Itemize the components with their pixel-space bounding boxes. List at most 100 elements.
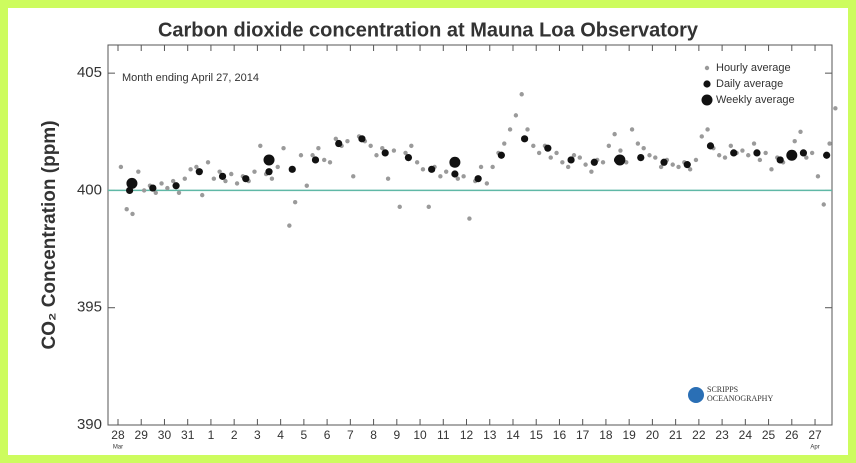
point bbox=[304, 183, 309, 188]
point bbox=[194, 164, 199, 170]
x-tick-label: 15 bbox=[530, 428, 544, 442]
point bbox=[316, 146, 321, 151]
point bbox=[821, 202, 826, 207]
point bbox=[536, 150, 542, 156]
point bbox=[188, 167, 193, 172]
point bbox=[809, 150, 815, 156]
point bbox=[740, 148, 745, 153]
point bbox=[269, 176, 275, 181]
point bbox=[590, 158, 598, 166]
x-tick-label: 18 bbox=[599, 428, 613, 442]
point bbox=[428, 165, 436, 173]
point bbox=[560, 160, 565, 165]
point bbox=[728, 143, 734, 149]
point bbox=[583, 162, 588, 167]
point bbox=[730, 149, 738, 157]
point bbox=[176, 190, 182, 195]
x-tick-label: 28 bbox=[111, 428, 125, 442]
point bbox=[195, 168, 203, 176]
point bbox=[706, 142, 715, 150]
point bbox=[172, 182, 180, 190]
point bbox=[217, 169, 222, 174]
point bbox=[554, 150, 559, 156]
logo-text: OCEANOGRAPHY bbox=[707, 394, 773, 403]
point bbox=[252, 169, 257, 174]
x-tick-label: 12 bbox=[460, 428, 474, 442]
x-tick-label: 20 bbox=[646, 428, 660, 442]
point bbox=[676, 164, 681, 170]
point bbox=[815, 174, 821, 179]
point bbox=[799, 149, 808, 157]
point bbox=[153, 190, 158, 195]
point bbox=[716, 153, 722, 158]
point bbox=[118, 164, 124, 170]
point bbox=[205, 160, 211, 165]
point bbox=[141, 188, 147, 193]
point bbox=[368, 143, 373, 149]
point bbox=[635, 141, 641, 146]
legend-label: Hourly average bbox=[716, 62, 791, 74]
y-tick-label: 395 bbox=[77, 299, 102, 316]
point bbox=[502, 141, 507, 146]
point bbox=[381, 149, 389, 157]
point bbox=[265, 168, 273, 176]
point bbox=[298, 153, 304, 158]
point bbox=[769, 167, 774, 172]
point bbox=[130, 211, 135, 217]
point bbox=[292, 199, 298, 205]
point bbox=[287, 223, 292, 228]
point bbox=[159, 181, 164, 186]
point bbox=[242, 175, 250, 183]
point bbox=[474, 175, 482, 183]
point bbox=[322, 157, 327, 163]
logo-text: SCRIPPS bbox=[707, 385, 738, 394]
legend-marker bbox=[701, 94, 713, 106]
point bbox=[449, 156, 461, 168]
point bbox=[124, 206, 129, 212]
point bbox=[521, 135, 529, 143]
point bbox=[478, 164, 484, 170]
x-tick-label: 1 bbox=[208, 428, 215, 442]
point bbox=[751, 141, 757, 146]
legend-label: Daily average bbox=[716, 78, 783, 90]
point bbox=[693, 157, 699, 163]
point bbox=[544, 144, 552, 152]
point bbox=[443, 169, 449, 174]
point bbox=[136, 169, 141, 174]
x-tick-label: 29 bbox=[135, 428, 149, 442]
point bbox=[722, 155, 728, 160]
x-tick-label: 5 bbox=[301, 428, 308, 442]
x-tick-label: 17 bbox=[576, 428, 590, 442]
point bbox=[618, 148, 623, 153]
point bbox=[275, 164, 280, 170]
logo-icon bbox=[688, 387, 704, 403]
point bbox=[660, 158, 668, 166]
x-tick-label: 2 bbox=[231, 428, 238, 442]
point bbox=[484, 181, 490, 186]
x-tick-label: 4 bbox=[277, 428, 284, 442]
legend-marker bbox=[704, 65, 710, 71]
y-tick-label: 400 bbox=[77, 181, 102, 198]
point bbox=[746, 153, 751, 158]
point bbox=[182, 176, 187, 181]
point bbox=[310, 153, 315, 158]
x-tick-label: 6 bbox=[324, 428, 331, 442]
point bbox=[404, 153, 413, 162]
point bbox=[683, 161, 691, 169]
point bbox=[211, 176, 217, 181]
point bbox=[589, 169, 594, 174]
point bbox=[420, 167, 426, 172]
x-tick-label: 13 bbox=[483, 428, 497, 442]
point bbox=[397, 204, 402, 210]
x-tick-label: 11 bbox=[437, 428, 450, 442]
point bbox=[380, 146, 385, 151]
point bbox=[653, 155, 658, 160]
x-tick-label: 7 bbox=[347, 428, 354, 442]
point bbox=[531, 143, 536, 149]
point bbox=[565, 164, 571, 170]
point bbox=[170, 178, 176, 184]
point bbox=[229, 171, 234, 177]
point bbox=[629, 127, 635, 132]
point bbox=[438, 174, 443, 179]
